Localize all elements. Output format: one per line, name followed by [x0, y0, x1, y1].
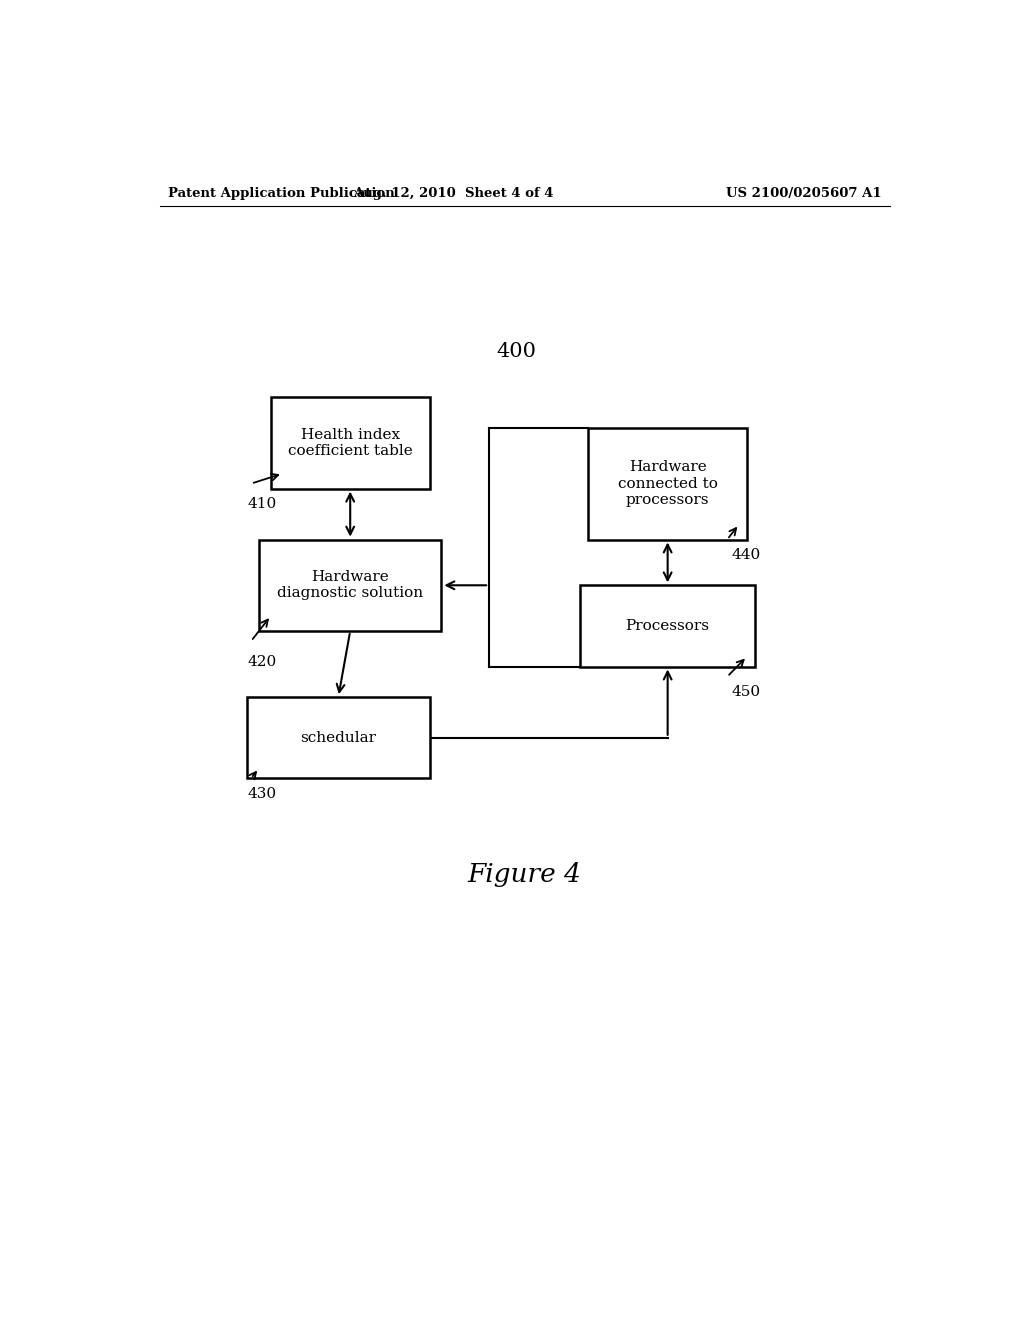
Bar: [270, 397, 430, 488]
Text: schedular: schedular: [300, 731, 376, 744]
Text: US 2100/0205607 A1: US 2100/0205607 A1: [726, 187, 882, 201]
Text: 410: 410: [247, 496, 276, 511]
Text: Hardware
diagnostic solution: Hardware diagnostic solution: [278, 570, 423, 601]
Text: Hardware
connected to
processors: Hardware connected to processors: [617, 461, 718, 507]
Text: Health index
coefficient table: Health index coefficient table: [288, 428, 413, 458]
Text: Figure 4: Figure 4: [468, 862, 582, 887]
Bar: [588, 428, 748, 540]
Bar: [259, 540, 441, 631]
Text: 430: 430: [247, 787, 276, 801]
Bar: [247, 697, 430, 779]
Text: Patent Application Publication: Patent Application Publication: [168, 187, 394, 201]
Text: 420: 420: [247, 655, 276, 668]
Text: 400: 400: [497, 342, 537, 360]
Text: Aug. 12, 2010  Sheet 4 of 4: Aug. 12, 2010 Sheet 4 of 4: [353, 187, 554, 201]
Text: 440: 440: [731, 548, 761, 562]
Text: 450: 450: [731, 685, 760, 700]
Text: Processors: Processors: [626, 619, 710, 634]
Bar: [581, 585, 755, 667]
